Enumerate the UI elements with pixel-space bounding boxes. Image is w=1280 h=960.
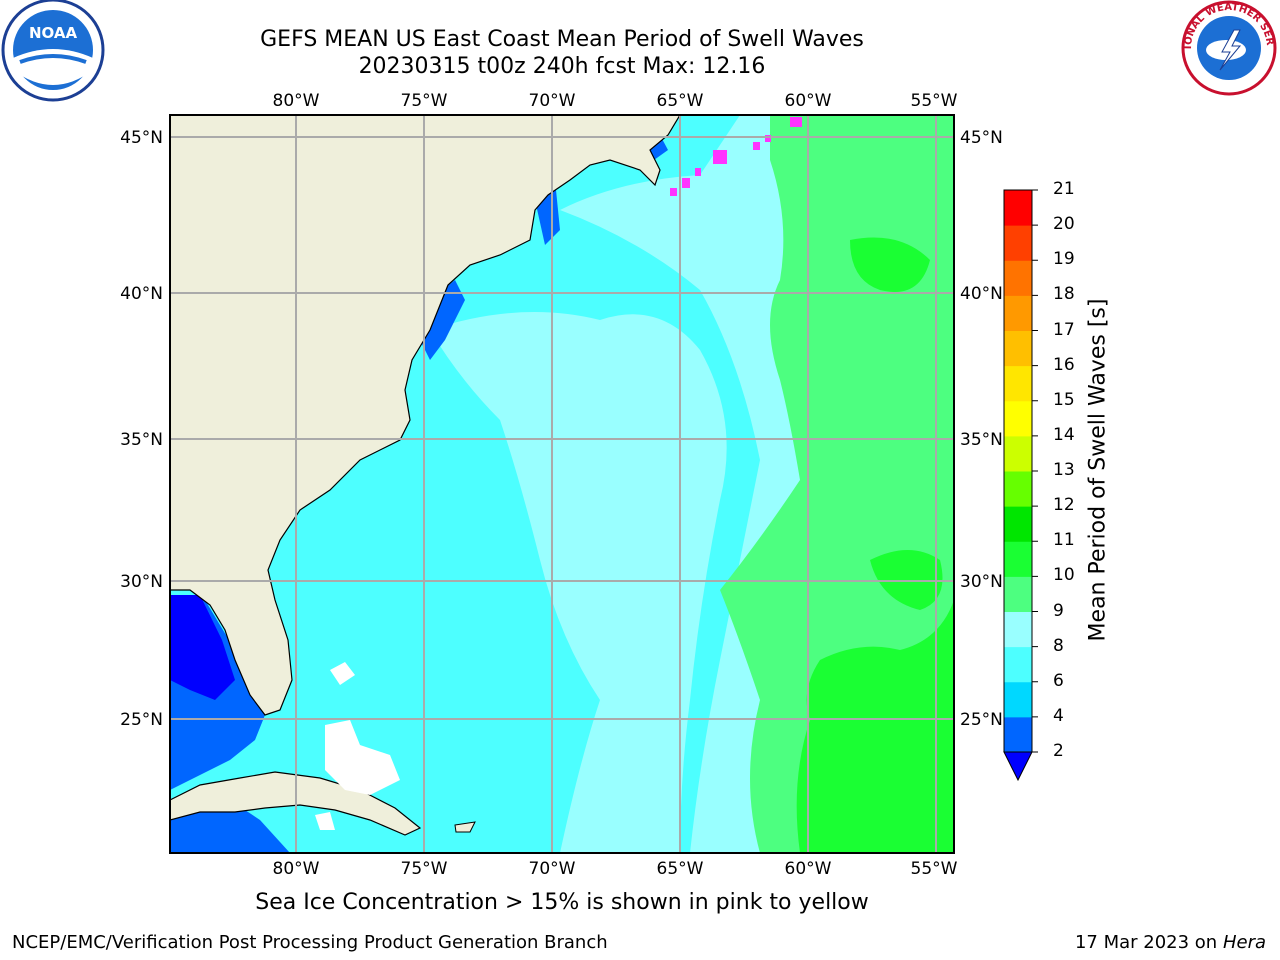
lon-label-top: 80°W xyxy=(273,91,320,111)
colorbar-tick-label: 18 xyxy=(1053,284,1075,305)
hispaniola-land xyxy=(454,821,476,833)
map-subtitle-date: 20230315 t00z 240h fcst Max: 12.16 xyxy=(358,54,766,79)
lat-label-right: 45°N xyxy=(960,128,1003,148)
map-frame xyxy=(169,114,955,854)
lon-label-bottom: 55°W xyxy=(911,859,958,879)
lat-label-right: 40°N xyxy=(960,284,1003,304)
colorbar-tick-label: 20 xyxy=(1053,214,1075,235)
colorbar-swatch xyxy=(1004,260,1032,296)
cuba-coastal-bank xyxy=(315,812,335,830)
lon-label-top: 60°W xyxy=(785,91,832,111)
colorbar-swatch xyxy=(1004,190,1032,226)
colorbar-tick-label: 16 xyxy=(1053,354,1075,375)
colorbar-tick-label: 6 xyxy=(1053,670,1064,691)
colorbar-tick-label: 11 xyxy=(1053,530,1075,551)
colorbar-tick-label: 12 xyxy=(1053,495,1075,516)
colorbar-swatch xyxy=(1004,435,1032,472)
lon-label-top: 70°W xyxy=(529,91,576,111)
colorbar-tick-label: 10 xyxy=(1053,565,1075,586)
lon-label-bottom: 60°W xyxy=(785,859,832,879)
colorbar-swatch xyxy=(1004,506,1032,542)
colorbar-tick-label: 15 xyxy=(1053,389,1075,410)
colorbar-swatch xyxy=(1004,611,1032,648)
sea-ice-cell xyxy=(713,150,727,164)
colorbar-tick-label: 9 xyxy=(1053,600,1064,621)
colorbar-swatch xyxy=(1004,225,1032,261)
sea-ice-cell xyxy=(765,135,771,142)
footer-machine: Hera xyxy=(1222,932,1266,953)
colorbar-swatch xyxy=(1004,681,1032,718)
sea-ice-cell xyxy=(753,142,760,150)
colorbar-tick-label: 13 xyxy=(1053,460,1075,480)
colorbar-tick-label: 19 xyxy=(1053,249,1075,270)
little-bahama-bank xyxy=(330,662,355,685)
colorbar xyxy=(1003,189,1038,782)
lat-label-left: 40°N xyxy=(120,284,163,304)
colorbar-tick-label: 14 xyxy=(1053,424,1075,445)
footer-date-text: 17 Mar 2023 on xyxy=(1074,932,1218,953)
lon-label-top: 75°W xyxy=(401,91,448,111)
map-field xyxy=(170,115,954,853)
lon-label-bottom: 70°W xyxy=(529,859,576,879)
sea-ice-cell xyxy=(670,188,677,196)
lat-label-left: 45°N xyxy=(120,128,163,148)
lon-label-bottom: 65°W xyxy=(657,859,704,879)
lat-label-right: 25°N xyxy=(960,710,1003,730)
lat-label-left: 30°N xyxy=(120,572,163,592)
lon-label-top: 65°W xyxy=(657,91,704,111)
colorbar-tick-label: 8 xyxy=(1053,635,1064,656)
sea-ice-cell xyxy=(790,117,802,127)
colorbar-swatch xyxy=(1004,646,1032,683)
lat-label-right: 35°N xyxy=(960,430,1003,450)
footer-date: 17 Mar 2023 on Hera xyxy=(1075,932,1266,953)
colorbar-tick-label: 4 xyxy=(1053,705,1064,726)
north-america-land xyxy=(170,115,681,716)
bahamas-banks xyxy=(325,720,400,795)
colorbar-extend-arrow xyxy=(1003,751,1033,782)
lon-label-bottom: 75°W xyxy=(401,859,448,879)
colorbar-swatch xyxy=(1004,471,1032,507)
swell-zone-below-2s-gulf xyxy=(170,595,235,700)
map-gridlines xyxy=(170,115,954,853)
lon-label-top: 55°W xyxy=(911,91,958,111)
sea-ice-cell xyxy=(695,168,701,176)
nws-logo: NATIONAL WEATHER SERVICE xyxy=(1178,0,1277,96)
colorbar-tick-label: 2 xyxy=(1053,741,1064,761)
noaa-logo: NOAA xyxy=(1,0,105,102)
colorbar-swatch xyxy=(1004,365,1032,402)
swell-patch-10-11s-south xyxy=(796,600,954,853)
swell-patch-10-11s-north xyxy=(850,237,930,292)
colorbar-swatch xyxy=(1004,541,1032,577)
lon-label-bottom: 80°W xyxy=(273,859,320,879)
swell-zone-8-9s xyxy=(430,312,727,853)
colorbar-swatch xyxy=(1004,400,1032,437)
colorbar-tick-label: 21 xyxy=(1053,179,1075,199)
lat-label-left: 25°N xyxy=(120,710,163,730)
colorbar-swatch xyxy=(1004,716,1032,753)
footer-branch: NCEP/EMC/Verification Post Processing Pr… xyxy=(12,932,608,953)
colorbar-swatch xyxy=(1004,576,1032,612)
colorbar-tick-label: 17 xyxy=(1053,319,1075,340)
lat-label-right: 30°N xyxy=(960,572,1003,592)
sea-ice-cell xyxy=(682,178,690,188)
noaa-logo-text: NOAA xyxy=(29,24,78,42)
colorbar-title: Mean Period of Swell Waves [s] xyxy=(1085,298,1111,642)
colorbar-swatch xyxy=(1004,295,1032,331)
map-title: GEFS MEAN US East Coast Mean Period of S… xyxy=(260,27,864,52)
colorbar-swatch xyxy=(1004,330,1032,367)
swell-zone-2-4s-caribbean xyxy=(170,800,290,853)
lat-label-left: 35°N xyxy=(120,430,163,450)
sea-ice-note: Sea Ice Concentration > 15% is shown in … xyxy=(255,890,869,915)
